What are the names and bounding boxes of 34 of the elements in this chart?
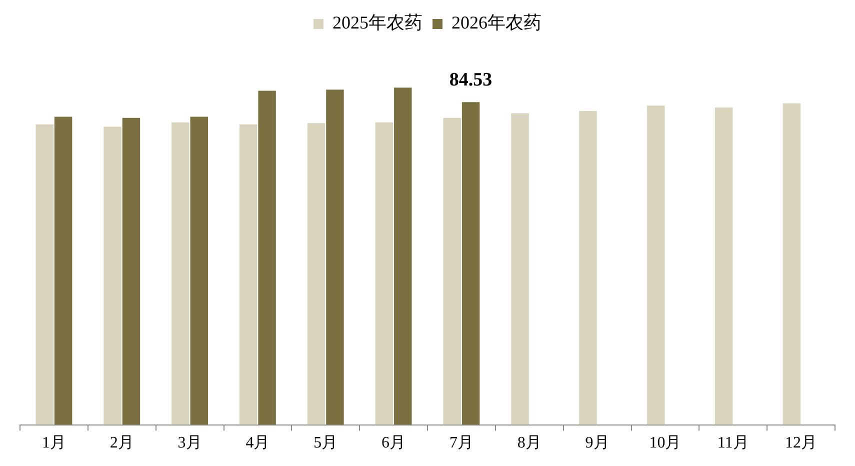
- x-tick-label: 6月: [382, 434, 406, 452]
- bar: [375, 122, 394, 425]
- x-tick-label: 5月: [314, 434, 338, 452]
- x-tick-label: 1月: [42, 434, 66, 452]
- x-tick-label: 11月: [717, 434, 749, 452]
- bar: [394, 88, 412, 425]
- bar: [258, 90, 276, 425]
- x-tick-label: 3月: [178, 434, 202, 452]
- legend-label: 2026年农药: [452, 12, 542, 33]
- x-tick-label: 7月: [449, 434, 474, 452]
- x-tick-label: 10月: [649, 434, 682, 452]
- bar: [307, 123, 326, 425]
- legend-label: 2025年农药: [332, 12, 422, 33]
- bar: [511, 113, 529, 425]
- bar: [647, 106, 665, 425]
- x-tick-label: 9月: [585, 434, 610, 452]
- bar: [122, 118, 140, 425]
- bar: [462, 102, 480, 425]
- bar: [172, 122, 190, 425]
- bar: [104, 126, 122, 425]
- x-tick-label: 12月: [785, 434, 818, 452]
- bar: [714, 108, 733, 425]
- bar: [326, 90, 344, 425]
- bar: [443, 118, 461, 425]
- bar: [782, 103, 801, 425]
- bar: [36, 124, 54, 425]
- bar: [54, 116, 72, 425]
- bar: [190, 116, 208, 425]
- bar: [240, 124, 258, 425]
- x-tick-label: 8月: [517, 434, 542, 452]
- data-label: 84.53: [449, 69, 492, 90]
- x-tick-label: 4月: [246, 434, 270, 452]
- bar: [579, 110, 597, 425]
- x-tick-label: 2月: [110, 434, 134, 452]
